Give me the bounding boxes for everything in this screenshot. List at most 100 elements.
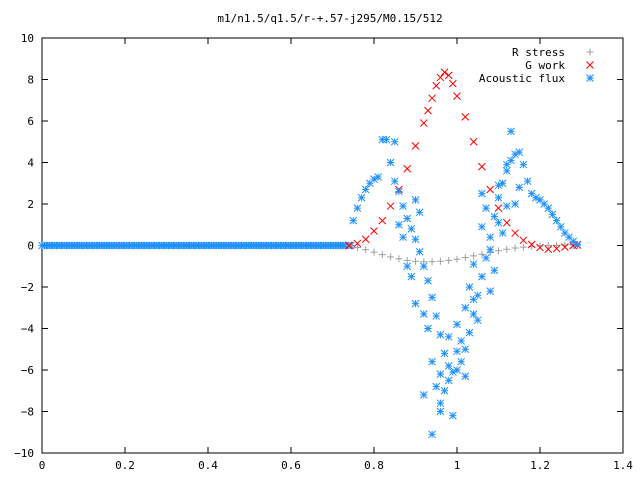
acoustic-flux-point — [573, 240, 582, 249]
g-work-point — [478, 162, 486, 171]
g-work-point — [469, 137, 478, 146]
legend-label: R stress — [512, 46, 565, 59]
x-tick-label: 1.2 — [530, 459, 550, 472]
acoustic-flux-point — [482, 204, 490, 213]
y-tick-label: −4 — [21, 323, 35, 336]
acoustic-flux-point — [502, 160, 511, 169]
acoustic-flux-point — [515, 183, 524, 192]
acoustic-flux-point — [457, 357, 466, 366]
acoustic-flux-point — [444, 332, 453, 341]
acoustic-flux-point — [502, 202, 511, 210]
acoustic-flux-point — [411, 299, 420, 308]
r-stress-point — [353, 244, 361, 252]
legend-label: Acoustic flux — [479, 72, 565, 85]
r-stress-point — [445, 256, 453, 264]
acoustic-flux-point — [357, 193, 366, 202]
acoustic-flux-point — [465, 328, 474, 337]
r-stress-point — [544, 242, 552, 249]
acoustic-flux-point — [419, 262, 428, 271]
acoustic-flux-point — [502, 166, 511, 175]
y-tick-label: 0 — [27, 240, 34, 253]
acoustic-flux-point — [415, 247, 424, 256]
acoustic-flux-point — [515, 148, 524, 156]
r-stress-point — [511, 244, 519, 252]
g-work-point — [411, 142, 420, 150]
acoustic-flux-point — [490, 266, 499, 275]
r-stress-point — [378, 251, 386, 259]
acoustic-flux-point — [490, 212, 499, 221]
acoustic-flux-point — [440, 386, 449, 395]
acoustic-flux-point — [361, 185, 370, 194]
g-work-point — [432, 81, 441, 90]
r-stress-point — [395, 255, 403, 263]
acoustic-flux-point — [457, 337, 466, 345]
acoustic-flux-point — [395, 187, 403, 196]
g-work-point — [444, 71, 453, 80]
g-work-point — [361, 235, 370, 244]
r-stress-point — [536, 242, 544, 250]
acoustic-flux-point — [494, 218, 503, 227]
acoustic-flux-point — [461, 303, 470, 312]
series-points — [38, 68, 582, 439]
acoustic-flux-point — [374, 173, 383, 181]
r-stress-point — [412, 257, 419, 265]
g-work-point — [527, 240, 536, 249]
chart-title: m1/n1.5/q1.5/r-+.57-j295/M0.15/512 — [217, 12, 442, 25]
acoustic-flux-point — [386, 158, 395, 167]
g-work-point — [370, 227, 378, 235]
acoustic-flux-point — [419, 391, 428, 399]
acoustic-flux-point — [453, 320, 461, 329]
r-stress-point — [387, 253, 395, 261]
g-work-point — [436, 73, 445, 82]
r-stress-point — [470, 252, 478, 260]
acoustic-flux-point — [461, 345, 470, 354]
g-work-point — [561, 243, 569, 252]
acoustic-flux-point — [511, 200, 519, 208]
g-work-point — [536, 243, 544, 252]
y-tick-label: −8 — [21, 406, 34, 419]
acoustic-flux-point — [473, 316, 482, 325]
acoustic-flux-point — [428, 357, 436, 366]
acoustic-flux-point — [569, 237, 578, 246]
acoustic-flux-point — [395, 220, 403, 229]
acoustic-flux-point — [432, 312, 441, 320]
acoustic-flux-point — [486, 287, 495, 296]
g-work-point — [448, 79, 457, 88]
acoustic-flux-point — [486, 245, 495, 254]
legend-marker — [586, 61, 594, 69]
x-tick-label: 0.2 — [115, 459, 135, 472]
r-stress-point — [453, 255, 461, 263]
acoustic-flux-point — [407, 272, 416, 281]
y-tick-label: −6 — [21, 364, 34, 377]
acoustic-flux-point — [453, 366, 461, 374]
x-tick-labels: 0 0.2 0.4 0.6 0.8 1 1.2 1.4 — [39, 459, 634, 472]
acoustic-flux-point — [440, 349, 449, 358]
acoustic-flux-point — [478, 189, 486, 198]
acoustic-flux-point — [353, 204, 362, 213]
acoustic-flux-point — [428, 293, 436, 302]
acoustic-flux-point — [382, 135, 391, 144]
acoustic-flux-point — [407, 225, 416, 233]
acoustic-flux-point — [436, 330, 445, 339]
acoustic-flux-point — [482, 254, 490, 262]
y-tick-label: 10 — [21, 32, 34, 45]
x-tick-label: 1 — [454, 459, 461, 472]
r-stress-point — [553, 241, 561, 249]
acoustic-flux-point — [469, 295, 478, 304]
acoustic-flux-point — [478, 272, 486, 281]
g-work-point — [424, 106, 432, 115]
r-stress-point — [362, 246, 370, 254]
r-stress-point — [436, 257, 444, 265]
acoustic-flux-point — [448, 411, 457, 420]
g-work-point — [494, 204, 503, 213]
acoustic-flux-point — [444, 376, 453, 385]
g-work-point — [419, 119, 428, 127]
legend-label: G work — [525, 59, 565, 72]
acoustic-flux-point — [411, 235, 420, 244]
r-stress-point — [461, 254, 469, 262]
g-work-point — [440, 68, 449, 77]
acoustic-flux-point — [544, 204, 553, 213]
x-tick-label: 0.6 — [281, 459, 301, 472]
g-work-point — [345, 241, 353, 250]
